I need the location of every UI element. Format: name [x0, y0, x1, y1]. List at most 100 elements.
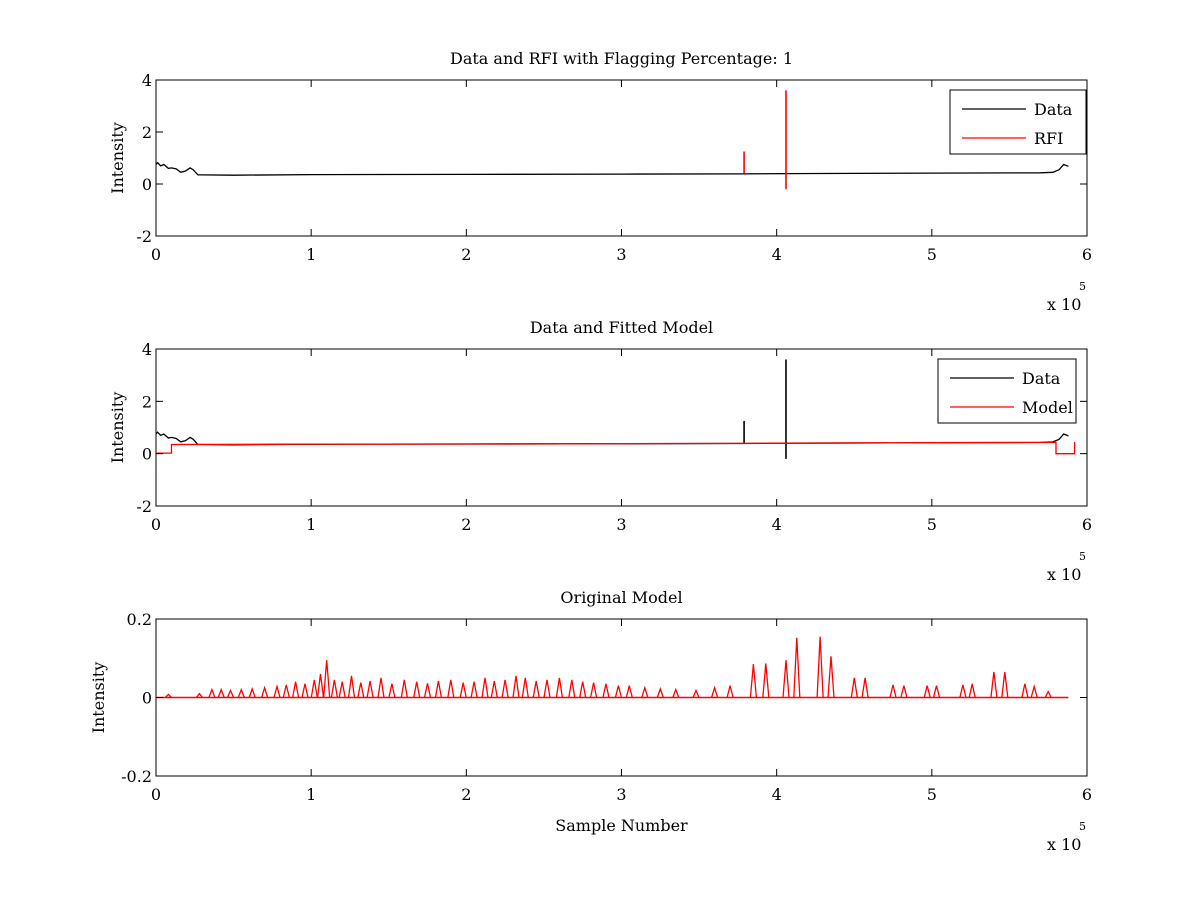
x-tick-label: 3	[616, 245, 626, 264]
plot-area	[156, 636, 1069, 699]
peak-mark	[543, 679, 551, 698]
legend-label: Model	[1022, 398, 1073, 417]
peak-mark	[1001, 671, 1009, 698]
legend: Data Model	[937, 358, 1077, 424]
y-axis-label: Intensity	[108, 122, 127, 194]
peak-mark	[923, 685, 931, 698]
x-tick-label: 2	[461, 245, 471, 264]
peak-mark	[164, 693, 172, 698]
peak-mark	[762, 663, 770, 698]
peak-mark	[641, 685, 649, 698]
peak-mark	[310, 679, 318, 698]
legend-box	[949, 89, 1087, 155]
x-tick-label: 5	[927, 515, 937, 534]
peak-mark	[568, 679, 576, 698]
peak-mark	[1030, 684, 1038, 698]
peak-mark	[248, 686, 256, 698]
peak-mark	[323, 660, 331, 698]
peak-mark	[413, 681, 421, 698]
y-axis-label: Intensity	[108, 392, 127, 464]
x-tick-label: 1	[306, 785, 316, 804]
peak-mark	[217, 687, 225, 698]
plot-area	[156, 90, 1069, 190]
subplot-title: Data and RFI with Flagging Percentage: 1	[450, 49, 793, 68]
peak-mark	[861, 677, 869, 698]
peak-mark	[195, 692, 203, 698]
x-tick-label: 1	[306, 245, 316, 264]
peak-mark	[388, 683, 396, 698]
series-line-data	[156, 161, 1069, 176]
legend-label: Data	[1022, 369, 1061, 388]
peak-mark	[434, 680, 443, 698]
subplot-title: Data and Fitted Model	[530, 318, 713, 337]
peak-mark	[347, 675, 356, 698]
peak-mark	[555, 677, 564, 698]
subplot-title: Original Model	[560, 588, 682, 607]
peak-mark	[208, 687, 216, 698]
x-tick-label: 0	[151, 515, 161, 534]
peak-mark	[423, 683, 432, 698]
peak-mark	[968, 683, 976, 698]
x-multiplier-exponent: 5	[1079, 280, 1086, 293]
y-tick-label: 0	[142, 445, 152, 464]
x-multiplier-exponent: 5	[1079, 550, 1086, 563]
peak-mark	[602, 683, 610, 698]
peak-mark	[1021, 683, 1029, 698]
peak-mark	[793, 637, 801, 698]
peak-mark	[532, 680, 540, 698]
peak-mark	[850, 677, 858, 698]
x-multiplier-exponent: 5	[1079, 820, 1086, 833]
y-axis-label: Intensity	[89, 662, 108, 734]
series-line-model	[156, 441, 1076, 455]
peak-mark	[237, 687, 245, 698]
peak-mark	[377, 677, 385, 698]
peak-mark	[816, 636, 824, 698]
legend: Data RFI	[949, 89, 1087, 155]
x-tick-label: 5	[927, 245, 937, 264]
subplot-original-model: Original Model Intensity Sample Number x…	[89, 588, 1092, 854]
peak-mark	[959, 684, 967, 698]
peak-mark	[490, 680, 498, 698]
peak-mark	[672, 687, 680, 698]
x-tick-label: 6	[1082, 245, 1092, 264]
plot-area	[156, 359, 1076, 459]
y-tick-label: -2	[136, 497, 152, 516]
x-tick-label: 3	[616, 515, 626, 534]
peak-mark	[900, 685, 908, 698]
y-tick-label: 2	[142, 123, 152, 142]
peak-mark	[459, 682, 467, 698]
peak-mark	[291, 681, 300, 698]
x-tick-label: 6	[1082, 515, 1092, 534]
x-tick-label: 4	[772, 785, 782, 804]
x-tick-label: 6	[1082, 785, 1092, 804]
peak-mark	[589, 682, 598, 698]
y-tick-label: 0	[142, 175, 152, 194]
x-tick-label: 2	[461, 515, 471, 534]
peak-mark	[357, 682, 365, 698]
peak-mark	[481, 677, 489, 698]
peak-mark	[330, 679, 339, 698]
peak-mark	[692, 688, 700, 698]
peak-mark	[579, 681, 587, 698]
x-tick-label: 0	[151, 245, 161, 264]
legend-label: Data	[1034, 100, 1073, 119]
subplot-data-and-fitted-model: Data and Fitted Model Intensity x 10 5 0…	[108, 318, 1092, 584]
peak-mark	[1044, 690, 1052, 698]
x-multiplier: x 10	[1047, 295, 1081, 314]
peak-mark	[447, 679, 455, 698]
x-tick-label: 0	[151, 785, 161, 804]
peak-mark	[749, 664, 758, 698]
x-tick-label: 1	[306, 515, 316, 534]
peak-mark	[625, 685, 633, 698]
axes-frame	[155, 348, 1088, 507]
x-tick-label: 3	[616, 785, 626, 804]
y-tick-label: 4	[142, 340, 152, 359]
peak-mark	[470, 681, 478, 698]
peak-mark	[726, 685, 734, 698]
peak-mark	[614, 685, 623, 698]
peak-mark	[260, 685, 269, 698]
y-tick-label: 0.2	[127, 610, 152, 629]
y-tick-label: 0	[142, 689, 152, 708]
legend-box	[937, 358, 1077, 424]
